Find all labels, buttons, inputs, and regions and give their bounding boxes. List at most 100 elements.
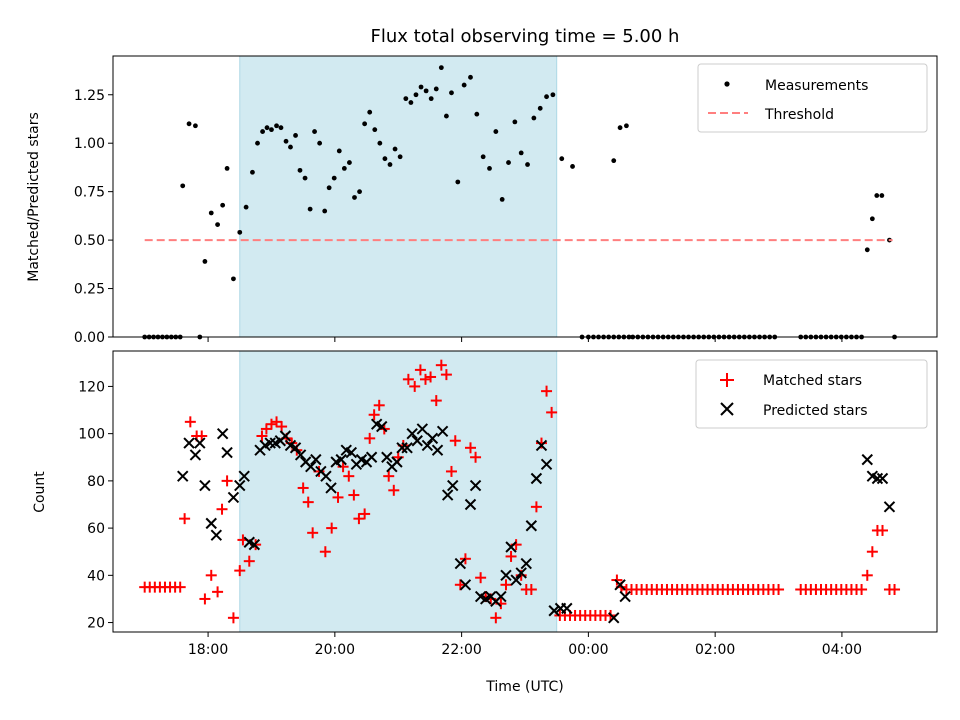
matched-star-point [546, 406, 558, 418]
bottom-legend-box [695, 359, 928, 429]
y-tick-label: 40 [87, 568, 105, 584]
predicted-star-point [530, 472, 543, 485]
predicted-star-point [248, 538, 261, 551]
measurement-point [269, 127, 274, 133]
measurement-point [341, 166, 347, 171]
predicted-star-point [876, 472, 889, 485]
matched-star-point [449, 435, 461, 447]
measurement-point [474, 111, 480, 117]
measurement-ratio-panel: 0.00 0.25 0.50 0.75 1.00 1.25 Flux total obse… [26, 26, 938, 346]
predicted-star-point [264, 437, 276, 449]
y-tick-label: 120 [78, 379, 105, 395]
matched-star-point [414, 364, 426, 376]
predicted-star-point [216, 427, 229, 440]
observing-window-shade [239, 350, 558, 633]
matched-star-point [179, 513, 191, 525]
measurement-point [499, 197, 505, 202]
bottom-y-axis-ticks: 20 40 60 80 100 120 [78, 379, 113, 632]
matched-star-point [227, 612, 239, 624]
matched-star-point [216, 503, 228, 515]
predicted-star-point [454, 557, 467, 570]
matched-star-point [530, 501, 542, 513]
predicted-star-point [189, 449, 202, 461]
predicted-star-point [221, 446, 233, 459]
measurement-point [418, 84, 424, 90]
predicted-star-point [883, 501, 896, 513]
matched-star-point [221, 475, 233, 487]
measurement-point [617, 125, 623, 131]
matched-star-point [373, 399, 385, 411]
matched-star-point [302, 496, 314, 508]
predicted-star-point [205, 517, 217, 530]
predicted-star-point [294, 449, 307, 461]
x-axis-label: Time (UTC) [485, 679, 563, 695]
matched-star-point [525, 583, 537, 595]
predicted-star-points [177, 418, 896, 624]
x-tick-label: 18:00 [188, 642, 228, 658]
predicted-star-point [376, 420, 388, 433]
x-tick-label: 22:00 [441, 642, 481, 658]
predicted-star-point [515, 567, 527, 579]
predicted-star-point [436, 425, 449, 437]
measurement-point [302, 175, 308, 181]
predicted-star-point [411, 435, 423, 447]
measurement-point [278, 125, 284, 131]
matched-star-point [256, 430, 268, 442]
measurement-point [506, 160, 511, 165]
predicted-star-point [495, 590, 507, 603]
measurement-point [193, 123, 198, 129]
measurement-point [537, 105, 543, 111]
predicted-star-point [520, 557, 532, 570]
y-tick-label: 0.00 [74, 330, 105, 346]
predicted-star-point [510, 574, 522, 586]
matched-star-point [174, 581, 186, 593]
measurement-point [444, 113, 449, 119]
y-tick-label: 60 [87, 521, 105, 537]
legend-matched-marker [720, 373, 734, 387]
measurement-point [186, 121, 192, 127]
matched-star-point [419, 373, 431, 385]
measurement-point [570, 164, 575, 169]
top-legend-box [697, 63, 928, 133]
measurement-point [392, 146, 398, 152]
chart-title: Flux total observing time = 5.00 h [371, 26, 680, 47]
predicted-star-point [210, 529, 223, 541]
measurement-point [468, 74, 473, 80]
predicted-star-point [310, 453, 322, 466]
matched-star-point [889, 583, 901, 595]
predicted-star-point [320, 470, 332, 482]
top-x-axis-ticks [207, 337, 843, 342]
predicted-star-point [279, 430, 292, 442]
measurement-point [237, 229, 243, 235]
matched-star-point [425, 371, 437, 383]
top-y-axis-label: Matched/Predicted stars [26, 112, 42, 282]
predicted-star-point [396, 442, 408, 454]
matched-star-point [337, 461, 349, 473]
predicted-star-point [540, 458, 553, 471]
measurement-point [317, 140, 323, 146]
matched-star-point [353, 513, 365, 525]
measurement-point [438, 65, 444, 71]
predicted-star-point [500, 569, 512, 582]
predicted-star-point [426, 432, 439, 445]
matched-star-point [388, 484, 400, 496]
top-legend: Measurements Threshold [697, 63, 928, 133]
matched-star-point [276, 421, 288, 433]
matched-star-point [364, 432, 376, 444]
measurement-point [531, 115, 537, 121]
measurement-point [455, 179, 461, 185]
matched-star-point [464, 442, 476, 454]
predicted-star-point [464, 498, 477, 511]
bottom-x-axis-ticks: 18:00 20:00 22:00 00:00 02:00 04:00 [188, 632, 862, 658]
predicted-star-point [177, 470, 189, 482]
predicted-star-point [861, 453, 873, 466]
matched-star-point [234, 565, 246, 577]
measurement-point [297, 167, 303, 173]
measurement-point [283, 138, 289, 144]
measurement-point [326, 185, 332, 191]
predicted-star-point [441, 489, 454, 501]
matched-star-point [199, 593, 211, 605]
y-tick-label: 80 [87, 474, 105, 490]
predicted-star-point [561, 602, 573, 615]
